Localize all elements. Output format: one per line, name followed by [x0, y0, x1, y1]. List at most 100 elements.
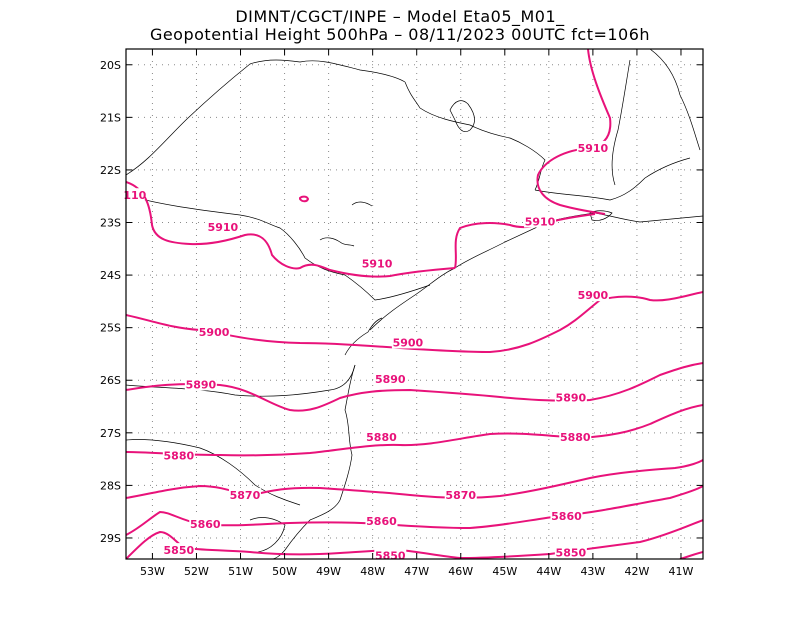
es-coast [649, 49, 701, 151]
x-tick-label: 50W [272, 565, 297, 578]
contour-label-bg [554, 390, 587, 404]
x-tick-label: 46W [448, 565, 473, 578]
contour-label-bg [162, 543, 195, 557]
x-tick-label: 47W [404, 565, 429, 578]
rs-coast [271, 519, 311, 559]
pr-sp-border [126, 194, 431, 301]
map-frame [125, 48, 704, 560]
reservoir-3 [351, 201, 373, 207]
contour-label-bg [550, 508, 583, 522]
mg-es-border [611, 59, 631, 186]
x-tick-label: 53W [140, 565, 165, 578]
contour-5910-west [126, 181, 456, 278]
y-tick-label: 28S [100, 479, 121, 492]
pr-sc-border [126, 364, 356, 397]
contour-label: 5850 [164, 544, 195, 557]
y-tick-label: 25S [100, 322, 121, 335]
y-tick-label: 29S [100, 532, 121, 545]
contour-label-bg [524, 214, 557, 228]
contour-label: 5910 [525, 216, 556, 229]
lagoon [249, 517, 286, 553]
contour-label: 5880 [164, 449, 195, 462]
western-border [126, 59, 406, 176]
x-tick-label: 41W [669, 565, 694, 578]
chart-title-line1: DIMNT/CGCT/INPE – Model Eta05_M01_ [235, 7, 565, 26]
sc-coast [309, 364, 356, 521]
contour-label: 5860 [366, 515, 397, 528]
x-tick-label: 49W [316, 565, 341, 578]
contour-label: 5860 [551, 510, 582, 523]
contour-label: 5910 [208, 221, 239, 234]
y-tick-label: 21S [100, 111, 121, 124]
x-tick-label: 51W [228, 565, 253, 578]
x-tick-label: 48W [360, 565, 385, 578]
contour-5910-coast [454, 213, 596, 269]
contour-label: 5890 [186, 378, 217, 391]
lat-lon-grid [126, 49, 703, 559]
contour-label-bg [365, 514, 398, 528]
mg-rj-border [534, 157, 691, 201]
sc-rs-border [126, 439, 301, 506]
contour-label-bg [374, 372, 407, 386]
contour-5910-east [536, 49, 612, 215]
contour-label-bg [189, 516, 222, 530]
height-contours [126, 49, 703, 559]
contour-label: 5850 [556, 547, 587, 560]
contour-label: 5890 [375, 373, 406, 386]
contour-label-bg [361, 256, 394, 270]
contour-label-bg [162, 448, 195, 462]
contour-label-bg [576, 288, 609, 302]
x-tick-label: 42W [624, 565, 649, 578]
contour-label: 5880 [366, 431, 397, 444]
contour-label-bg [198, 324, 231, 338]
y-tick-label: 20S [100, 59, 121, 72]
contour-label-bg [559, 430, 592, 444]
axis-ticks: 53W 52W 51W 50W 49W 48W 47W 46W 45W 44W 43W 42W 41W 2… [100, 49, 703, 578]
contour-5850-tail [679, 551, 703, 559]
contour-label-bg [228, 487, 261, 501]
contour-label: 5850 [375, 549, 406, 562]
y-tick-label: 22S [100, 164, 121, 177]
x-tick-label: 44W [536, 565, 561, 578]
contour-label: 5890 [556, 392, 587, 405]
contour-labels: 5910 5910 5910 5910 110 5900 5900 5900 5890 5890 5… [123, 140, 609, 562]
contour-label-bg [444, 487, 477, 501]
contour-5870 [126, 459, 703, 499]
contour-label: 5880 [560, 431, 591, 444]
reservoir-1 [449, 100, 475, 133]
contour-label: 5860 [190, 518, 221, 531]
sp-coast [369, 212, 703, 331]
contour-label-bg [374, 548, 407, 562]
x-tick-label: 52W [184, 565, 209, 578]
contour-5890 [126, 362, 703, 412]
contour-label-bg [124, 188, 145, 202]
contour-5880 [126, 404, 703, 457]
contour-label-bg [206, 219, 239, 233]
contour-5910-blob [299, 195, 310, 203]
coastline-borders [126, 49, 703, 559]
rj-bay [589, 210, 613, 221]
y-tick-label: 26S [100, 374, 121, 387]
contour-label-bg [554, 545, 587, 559]
pr-coast [344, 317, 383, 356]
y-tick-label: 27S [100, 427, 121, 440]
contour-label: 5900 [199, 326, 230, 339]
contour-label: 5870 [230, 489, 261, 502]
y-tick-label: 24S [100, 269, 121, 282]
contour-label: 110 [123, 189, 146, 202]
contour-label: 5900 [393, 336, 424, 349]
y-tick-label: 23S [100, 217, 121, 230]
contour-label: 5910 [578, 142, 609, 155]
x-tick-label: 43W [580, 565, 605, 578]
contour-label-bg [365, 430, 398, 444]
reservoir-2 [319, 237, 355, 247]
x-tick-label: 45W [492, 565, 517, 578]
contour-label-bg [576, 140, 609, 154]
sp-mg-border [404, 81, 546, 191]
contour-label-bg [184, 377, 217, 391]
contour-label: 5870 [445, 489, 476, 502]
contour-label-bg [391, 335, 424, 349]
contour-label: 5910 [362, 258, 393, 271]
contour-label: 5900 [578, 289, 609, 302]
